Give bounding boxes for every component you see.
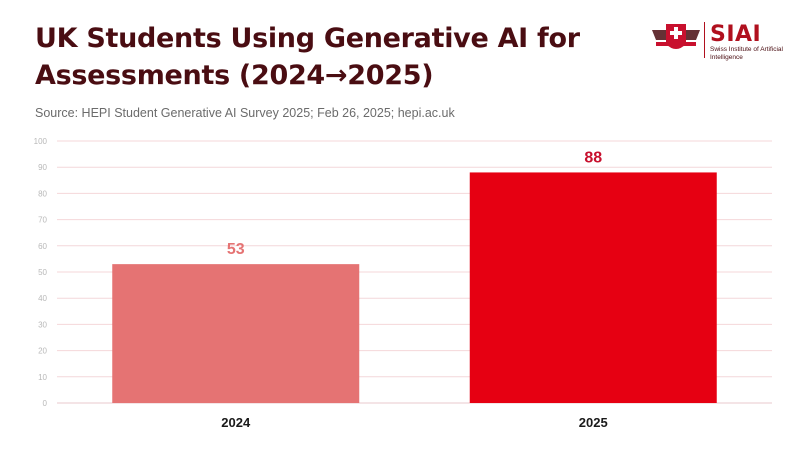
logo-divider [704, 22, 705, 58]
y-tick-label: 0 [43, 399, 48, 408]
x-tick-label-2025: 2025 [579, 415, 608, 430]
y-tick-label: 60 [38, 242, 47, 251]
y-tick-label: 20 [38, 347, 47, 356]
bar-2024 [112, 264, 360, 403]
x-tick-label-2024: 2024 [221, 415, 251, 430]
y-tick-label: 40 [38, 294, 47, 303]
chart-title: UK Students Using Generative AI for Asse… [35, 23, 580, 91]
siai-logo-icon [652, 24, 700, 49]
data-label-2025: 88 [584, 149, 602, 166]
logo-subtitle: Swiss Institute of Artificial Intelligen… [710, 46, 783, 61]
y-tick-label: 30 [38, 320, 47, 329]
y-tick-label: 70 [38, 216, 47, 225]
chart-source: Source: HEPI Student Generative AI Surve… [35, 106, 455, 120]
y-tick-label: 50 [38, 268, 47, 277]
y-tick-label: 100 [34, 137, 48, 146]
y-tick-label: 90 [38, 163, 47, 172]
bar-2025 [469, 172, 717, 403]
logo-name: SIAI [710, 22, 762, 47]
y-tick-label: 10 [38, 373, 47, 382]
y-tick-label: 80 [38, 189, 47, 198]
data-label-2024: 53 [227, 241, 245, 258]
